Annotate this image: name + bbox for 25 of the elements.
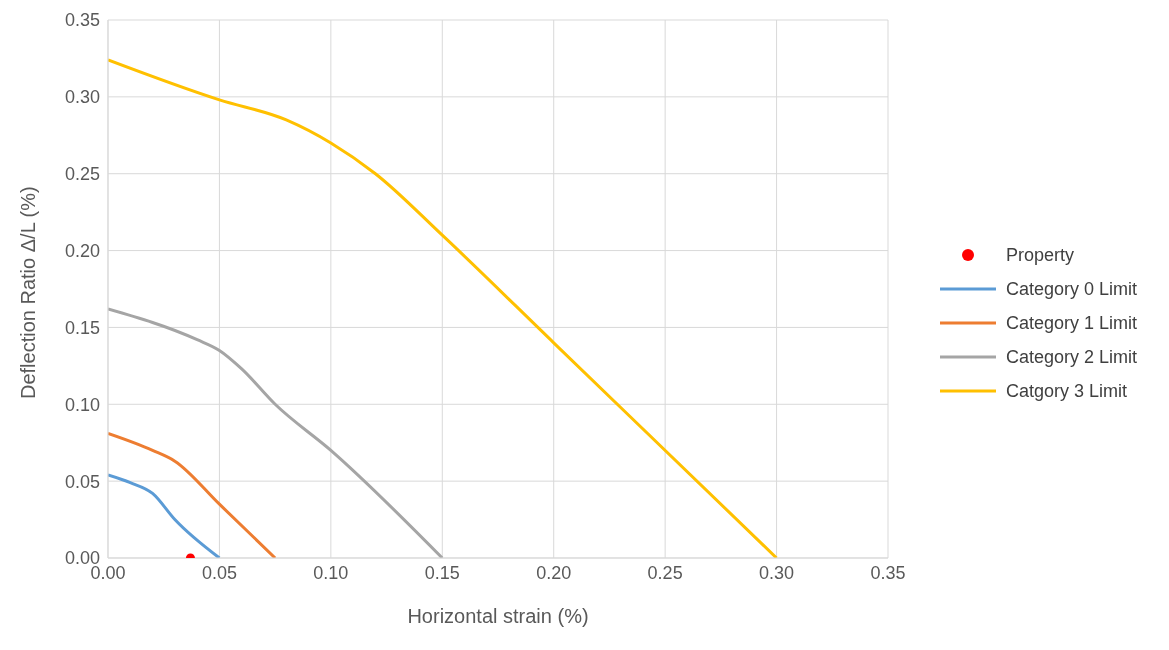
x-tick-label: 0.10	[313, 562, 349, 583]
x-tick-label: 0.30	[759, 562, 795, 583]
x-tick-label: 0.15	[424, 562, 460, 583]
legend-label: Category 1 Limit	[1006, 312, 1138, 334]
y-tick-label: 0.35	[64, 10, 100, 31]
legend-label: Category 2 Limit	[1006, 346, 1138, 368]
x-tick-label: 0.20	[536, 562, 572, 583]
y-axis-title: Deflection Ratio Δ/L (%)	[17, 186, 40, 399]
legend-label: Category 0 Limit	[1006, 278, 1138, 300]
y-tick-label: 0.15	[64, 317, 100, 338]
x-axis-title: Horizontal strain (%)	[407, 605, 589, 627]
x-tick-label: 0.35	[870, 562, 906, 583]
y-tick-label: 0.10	[64, 394, 100, 415]
y-tick-label: 0.20	[64, 240, 100, 261]
x-tick-label: 0.25	[647, 562, 683, 583]
y-tick-label: 0.25	[64, 164, 100, 185]
y-tick-label: 0.30	[64, 87, 100, 108]
line-series	[108, 58, 779, 558]
legend-label: Property	[1006, 244, 1075, 266]
legend-label: Catgory 3 Limit	[1006, 380, 1128, 402]
x-tick-label: 0.05	[201, 562, 237, 583]
line-series	[108, 473, 221, 558]
line-series	[108, 431, 277, 558]
line-series	[108, 307, 444, 558]
y-tick-label: 0.05	[64, 471, 100, 492]
